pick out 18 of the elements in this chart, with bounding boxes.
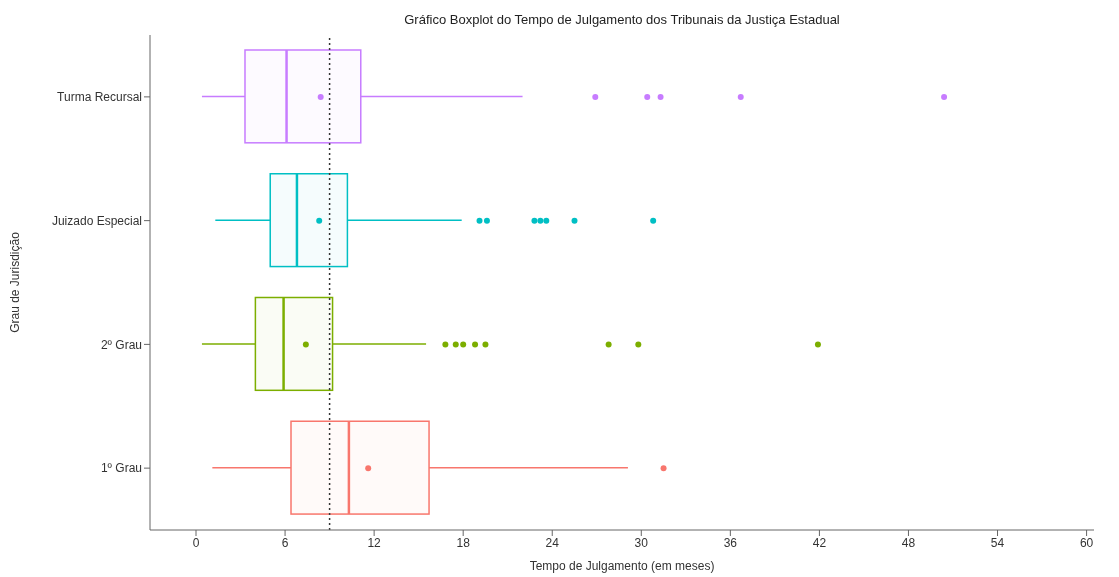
x-axis-title: Tempo de Julgamento (em meses) <box>529 559 715 573</box>
x-tick-label: 12 <box>367 535 382 550</box>
x-tick-label: 24 <box>545 535 560 550</box>
x-tick-label: 30 <box>634 535 649 550</box>
x-tick-label: 54 <box>990 535 1005 550</box>
y-tick-label: 1º Grau <box>100 461 142 476</box>
y-tick-label: 2º Grau <box>100 337 142 352</box>
chart-title: Gráfico Boxplot do Tempo de Julgamento dos Tribunais da Justiça Estadual <box>403 12 841 27</box>
x-tick-label: 18 <box>456 535 471 550</box>
x-tick-label: 0 <box>192 535 200 550</box>
y-axis-title: Grau de Jurisdição <box>8 231 23 333</box>
y-tick-label: Turma Recursal <box>57 90 142 105</box>
x-tick-label: 6 <box>281 535 289 550</box>
x-tick-label: 48 <box>901 535 916 550</box>
x-tick-label: 42 <box>812 535 827 550</box>
x-tick-label: 36 <box>723 535 738 550</box>
x-tick-label: 60 <box>1079 535 1094 550</box>
y-tick-label: Juizado Especial <box>51 213 142 228</box>
